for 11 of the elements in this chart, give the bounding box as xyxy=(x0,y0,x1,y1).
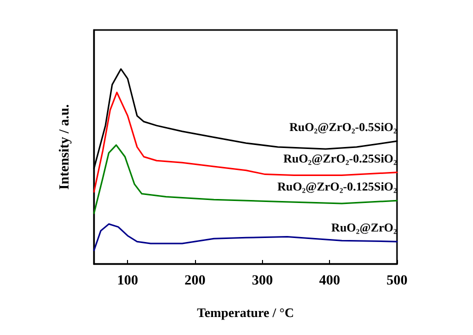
series-label: RuO₂@ZrO₂-0.5SiO₂ xyxy=(289,120,398,134)
series-label: RuO₂@ZrO₂-0.125SiO₂ xyxy=(277,180,398,194)
x-tick-label: 400 xyxy=(319,274,340,288)
series-label: RuO₂@ZrO₂ xyxy=(331,220,398,235)
x-tick-label: 300 xyxy=(252,274,273,288)
series-label: RuO₂@ZrO₂-0.25SiO₂ xyxy=(283,151,398,166)
x-tick-label: 100 xyxy=(117,274,138,288)
x-axis-title: Temperature / °C xyxy=(197,305,294,320)
y-axis-title: Intensity / a.u. xyxy=(58,104,72,190)
x-tick-label: 200 xyxy=(184,274,206,288)
x-tick-label: 500 xyxy=(386,274,408,288)
